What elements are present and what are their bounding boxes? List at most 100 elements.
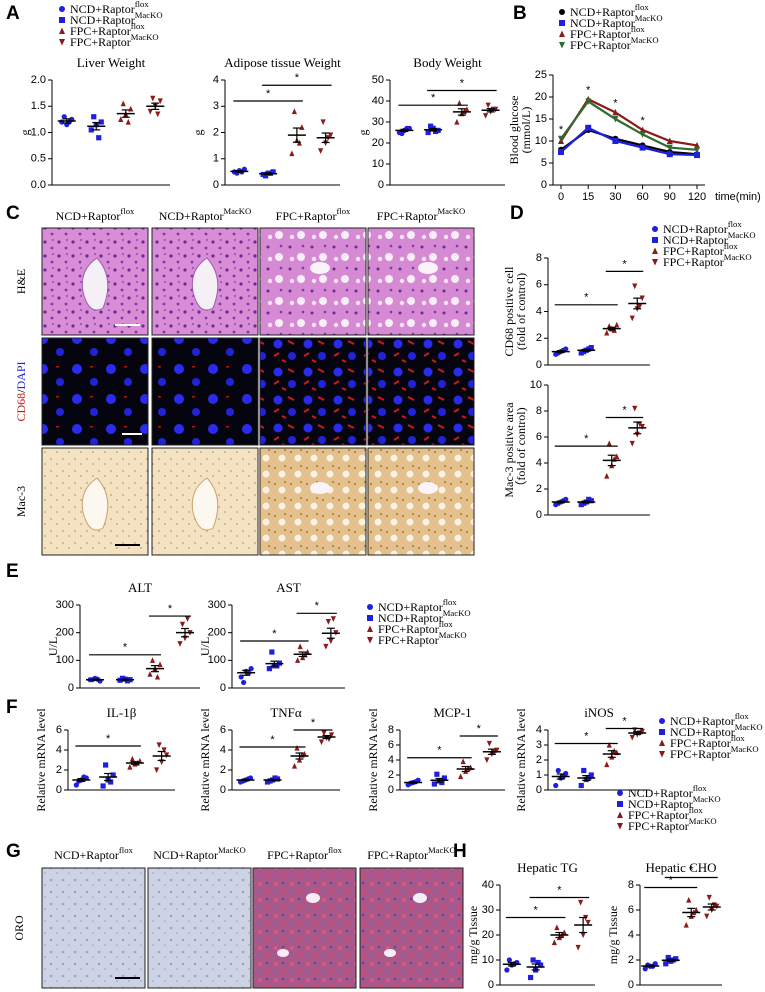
vessel: [191, 477, 219, 531]
annotation: *: [559, 124, 564, 136]
data-point: [639, 424, 645, 430]
data-point: [328, 638, 334, 645]
y-tick-label: 300: [208, 599, 226, 611]
data-point: [147, 108, 153, 115]
data-point: [157, 98, 163, 105]
data-point: [704, 913, 710, 920]
data-point: [431, 781, 437, 787]
data-point: [318, 148, 324, 154]
chart-title: ALT: [128, 580, 152, 595]
data-point: [157, 661, 163, 668]
y-tick-label: 2: [536, 483, 542, 495]
data-point: [642, 966, 648, 972]
y-tick-label: 2.0: [31, 74, 46, 86]
data-point: [108, 779, 114, 785]
significance-label: *: [460, 77, 465, 89]
data-point: [585, 919, 591, 926]
data-point: [683, 921, 689, 928]
data-point: [154, 767, 160, 774]
y-tick-label: 200: [56, 627, 74, 639]
data-point: [96, 135, 102, 141]
legend-marker: [367, 615, 373, 621]
y-tick-label: 200: [208, 627, 226, 639]
y-tick-label: 50: [372, 74, 384, 86]
data-point: [632, 283, 638, 290]
legend-marker: [652, 226, 658, 232]
data-point: [296, 756, 303, 763]
vessel: [418, 482, 438, 494]
data-point: [535, 959, 541, 966]
column-label: NCD+Raptorflox: [54, 845, 133, 862]
data-point: [665, 954, 671, 961]
data-point: [484, 757, 490, 764]
data-point: [637, 303, 643, 310]
legend-marker: [659, 718, 665, 724]
data-point: [486, 740, 492, 747]
legend-label: FPC+Raptorflox: [670, 733, 745, 750]
column-label: FPC+RaptorMacKO: [377, 206, 466, 223]
data-point: [586, 496, 592, 502]
panel-letter: A: [6, 3, 20, 24]
data-point: [612, 108, 619, 116]
data-point: [604, 472, 610, 479]
data-point: [263, 173, 269, 179]
data-point: [98, 119, 104, 125]
vessel: [81, 477, 109, 531]
y-tick-label: 8: [388, 724, 394, 736]
y-tick-label: 0: [220, 784, 226, 796]
legend-label: NCD+Raptorflox: [378, 597, 457, 614]
data-point: [266, 666, 272, 672]
data-point: [614, 321, 620, 328]
y-tick-label: 3: [213, 100, 219, 112]
legend-label: FPC+Raptorflox: [70, 21, 145, 38]
y-tick-label: 0: [541, 179, 547, 191]
data-point: [66, 119, 72, 125]
data-point: [289, 150, 295, 157]
y-tick-label: 2: [213, 126, 219, 138]
legend-label: FPC+RaptorMacKO: [663, 252, 752, 269]
micrograph: [367, 227, 475, 336]
data-point: [578, 782, 584, 789]
series-line: [560, 97, 698, 147]
micrograph: [367, 337, 475, 446]
legend-marker: [559, 30, 565, 37]
legend-label: NCD+RaptorMacKO: [670, 722, 763, 739]
legend-label: NCD+RaptorMacKO: [378, 608, 471, 625]
legend-marker: [659, 729, 665, 735]
data-point: [553, 782, 559, 789]
significance-label: *: [295, 72, 300, 84]
significance-label: *: [622, 258, 627, 270]
y-axis-label: Relative mRNA level: [514, 708, 528, 812]
y-axis-label: U/L: [46, 637, 60, 656]
significance-label: *: [584, 292, 589, 304]
data-point: [629, 734, 635, 741]
data-point: [325, 619, 331, 625]
y-tick-label: 0: [628, 979, 634, 991]
legend-marker: [59, 39, 65, 46]
y-tick-label: 4: [388, 754, 394, 766]
legend-label: FPC+RaptorMacKO: [378, 630, 467, 647]
data-point: [323, 643, 329, 650]
data-point: [61, 114, 67, 120]
significance-label: *: [272, 628, 277, 640]
x-tick-label: 90: [664, 191, 676, 203]
micrograph: [252, 867, 357, 989]
significance-label: *: [123, 642, 128, 654]
vessel: [418, 262, 438, 274]
y-tick-label: 8: [628, 879, 634, 891]
legend-label: NCD+Raptorflox: [663, 219, 742, 236]
x-tick-label: 15: [582, 191, 594, 203]
data-point: [129, 755, 135, 762]
y-tick-label: 6: [220, 724, 226, 736]
y-tick-label: 6: [628, 904, 634, 916]
legend-label: FPC+Raptorflox: [663, 241, 738, 258]
y-tick-label: 4: [536, 457, 542, 469]
y-axis-label: CD68 positive cell: [502, 266, 516, 357]
y-tick-label: 25: [535, 69, 547, 81]
data-point: [629, 440, 635, 447]
legend-marker: [617, 811, 623, 818]
legend-marker: [59, 27, 65, 34]
data-point: [614, 453, 620, 460]
column-label: NCD+Raptorflox: [56, 206, 135, 223]
panel-letter: B: [513, 3, 527, 24]
